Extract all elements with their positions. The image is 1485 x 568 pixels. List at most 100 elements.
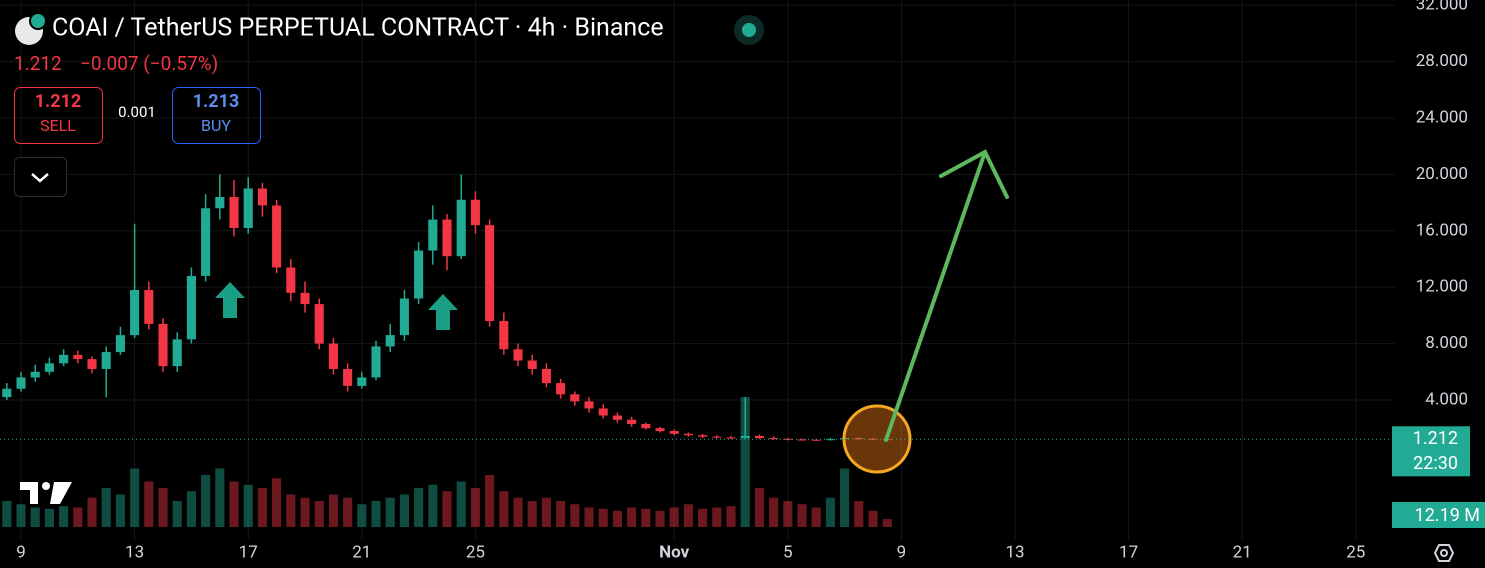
volume-bar <box>541 497 551 527</box>
settings-button[interactable] <box>1433 544 1455 562</box>
x-tick-label: 25 <box>1346 542 1365 562</box>
x-tick-label: 5 <box>783 542 793 562</box>
volume-bar <box>868 510 878 527</box>
volume-bar <box>797 504 807 527</box>
candle-body <box>726 437 736 439</box>
volume-bar <box>598 508 608 527</box>
candle-body <box>541 368 551 384</box>
candle-body <box>669 431 679 434</box>
volume-bar <box>286 494 296 527</box>
sell-button[interactable] <box>14 87 103 144</box>
y-tick-label: 28.000 <box>1416 51 1468 71</box>
last-price: 1.212 <box>14 52 62 75</box>
candle-body <box>641 423 651 429</box>
candle-body <box>399 298 409 336</box>
volume-bar <box>584 507 594 527</box>
volume-bar <box>698 508 708 527</box>
candle-body <box>172 339 182 367</box>
volume-bar <box>87 497 97 527</box>
tv-logo <box>20 482 72 504</box>
volume-bar <box>769 497 779 527</box>
candle-body <box>328 343 338 369</box>
volume <box>2 397 892 527</box>
volume-bar <box>485 475 495 527</box>
sell-price: 1.212 <box>35 91 82 112</box>
volume-bar <box>612 510 622 527</box>
volume-bar <box>740 397 750 527</box>
volume-bar <box>115 494 125 527</box>
volume-bar <box>357 504 367 527</box>
candle-body <box>243 188 253 228</box>
volume-bar <box>854 501 864 527</box>
y-tick-label: 24.000 <box>1416 107 1468 127</box>
candle-body <box>655 428 665 432</box>
candle-body <box>73 354 83 360</box>
candle-body <box>485 225 495 322</box>
buy-label: BUY <box>201 116 231 135</box>
volume-bar <box>669 507 679 527</box>
volume-bar <box>16 504 26 527</box>
spread: 0.001 <box>118 103 156 121</box>
volume-bar <box>158 488 168 527</box>
volume-bar <box>172 501 182 527</box>
volume-bar <box>825 497 835 527</box>
volume-bar <box>399 494 409 527</box>
candle-body <box>16 377 26 389</box>
symbol-icon-badge <box>29 12 47 30</box>
x-tick-label: 17 <box>239 542 258 562</box>
volume-bar <box>385 497 395 527</box>
candle-body <box>797 439 807 441</box>
candle-body <box>215 196 225 209</box>
candle-body <box>414 250 424 299</box>
x-tick-label: 13 <box>125 542 144 562</box>
buy-button[interactable] <box>172 87 261 144</box>
volume-bar <box>73 507 83 527</box>
volume-bar <box>655 510 665 527</box>
candle-body <box>499 321 509 350</box>
y-tick-label: 8.000 <box>1425 333 1468 353</box>
volume-bar <box>371 501 381 527</box>
x-tick-label: 25 <box>466 542 485 562</box>
candle-body <box>44 363 54 372</box>
y-tick-label: 20.000 <box>1416 164 1468 184</box>
candle-body <box>470 199 480 226</box>
candle-body <box>115 335 125 353</box>
collapse-button[interactable] <box>14 157 67 197</box>
candle-body <box>87 359 97 369</box>
volume-bar <box>186 491 196 527</box>
y-tick-label: 32.000 <box>1416 0 1468 15</box>
candle-body <box>740 435 750 439</box>
volume-bar <box>257 488 267 527</box>
candle-body <box>257 188 267 206</box>
volume-bar <box>442 491 452 527</box>
candle-body <box>385 335 395 347</box>
candle-body <box>627 419 637 424</box>
volume-bar <box>314 501 324 527</box>
candle-body <box>300 292 310 305</box>
last-price-label: 1.212 <box>1413 428 1458 449</box>
candle-body <box>101 352 111 369</box>
candle-body <box>683 433 693 436</box>
candle-body <box>130 290 140 336</box>
volume-bar <box>414 488 424 527</box>
candle-body <box>570 394 580 402</box>
candle-body <box>343 368 353 386</box>
volume-bar <box>272 478 282 527</box>
symbol-title: COAI / TetherUS PERPETUAL CONTRACT · 4h … <box>52 14 664 43</box>
candle-body <box>783 438 793 440</box>
candle-body <box>357 377 367 386</box>
candle-body <box>584 401 594 409</box>
volume-bar <box>300 497 310 527</box>
volume-bar <box>882 519 892 527</box>
volume-bar <box>470 488 480 527</box>
volume-bar <box>456 481 466 527</box>
volume-bar <box>44 508 54 527</box>
volume-bar <box>2 501 12 527</box>
candle-body <box>769 438 779 440</box>
candle-body <box>186 275 196 340</box>
settings-icon <box>1440 549 1448 557</box>
volume-bar <box>570 504 580 527</box>
